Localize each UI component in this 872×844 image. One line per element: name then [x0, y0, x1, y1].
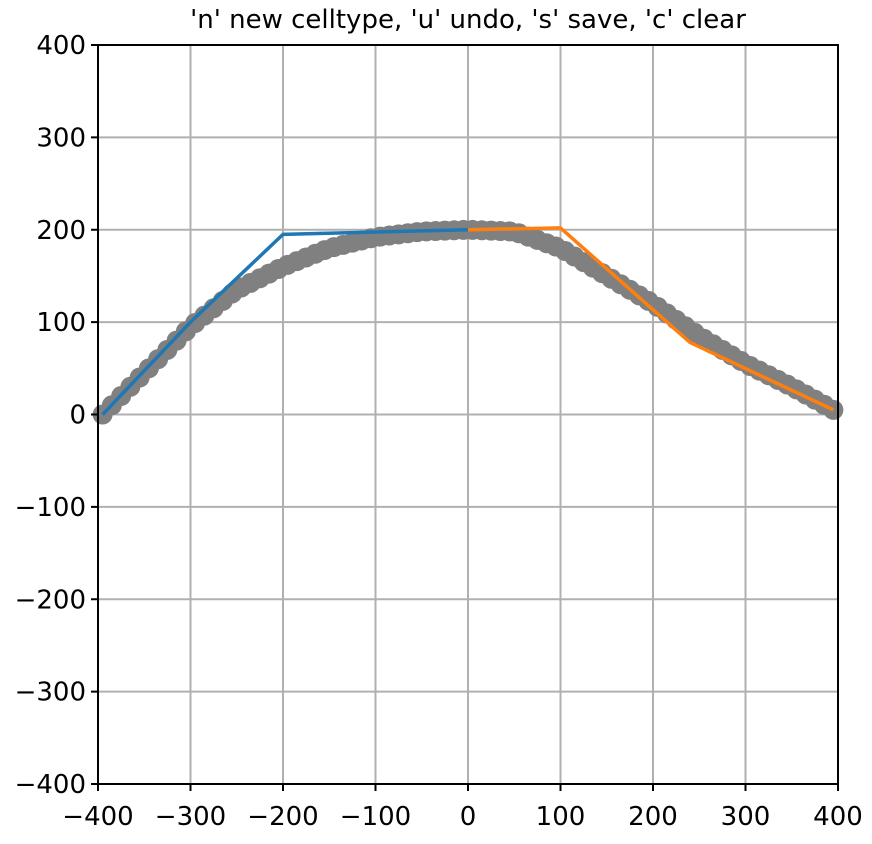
- series-line: [101, 228, 469, 416]
- y-tick-label: 100: [36, 308, 86, 338]
- ticks: −400 −300 −200 −100 0 100 200 300 400 −400 −300 −20…: [15, 31, 863, 832]
- y-tick-label: −300: [15, 678, 86, 708]
- x-tick-label: −100: [340, 802, 411, 832]
- x-tick-label: 300: [721, 802, 771, 832]
- x-tick-label: −200: [247, 802, 318, 832]
- x-tick-label: −400: [62, 802, 133, 832]
- y-tick-label: −100: [15, 493, 86, 523]
- x-tick-label: 200: [628, 802, 678, 832]
- x-tick-label: 100: [536, 802, 586, 832]
- y-tick-label: 400: [36, 31, 86, 61]
- x-tick-label: −300: [155, 802, 226, 832]
- y-tick-label: 0: [69, 401, 86, 431]
- y-tick-label: −200: [15, 585, 86, 615]
- y-tick-label: 300: [36, 123, 86, 153]
- x-tick-label: 0: [460, 802, 477, 832]
- y-tick-label: 200: [36, 216, 86, 246]
- x-tick-label: 400: [813, 802, 863, 832]
- y-tick-label: −400: [15, 770, 86, 800]
- line-series: [101, 226, 835, 416]
- grid: [97, 44, 839, 785]
- series-line: [467, 226, 835, 412]
- chart-title: 'n' new celltype, 'u' undo, 's' save, 'c…: [190, 5, 746, 35]
